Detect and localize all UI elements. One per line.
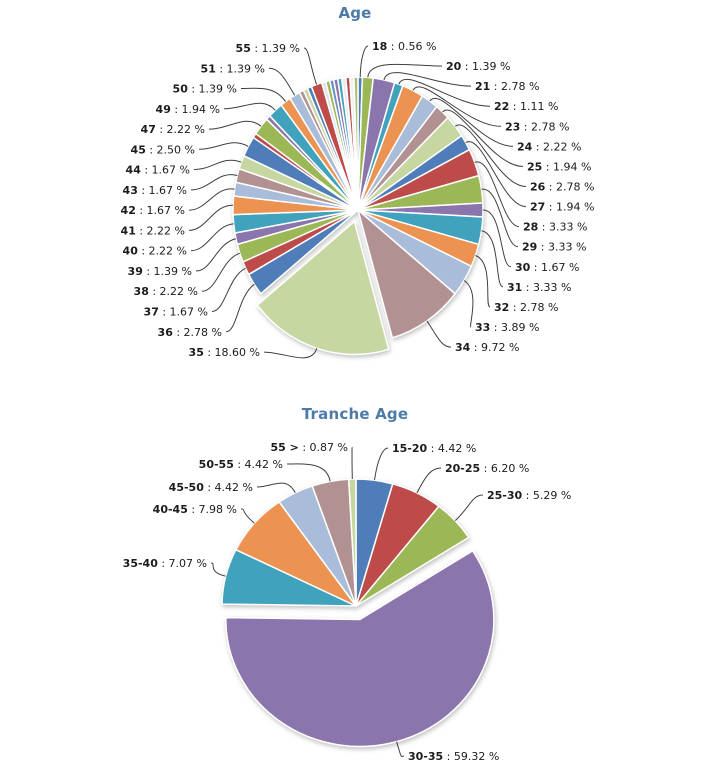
slice-label-40-45: 40-45 : 7.98 % [153,503,237,516]
leader-line-45 [198,142,249,150]
slice-label-45-50: 45-50 : 4.42 % [169,481,253,494]
slice-label-34: 34 : 9.72 % [455,341,519,354]
slice-label-18: 18 : 0.56 % [372,40,436,53]
slice-label-33: 33 : 3.89 % [475,321,539,334]
leader-line-43 [190,174,238,191]
leader-line-32 [475,255,491,308]
leader-line-28 [474,161,520,228]
slice-label-21: 21 : 2.78 % [475,80,539,93]
leader-line-39 [195,238,237,272]
slice-label-31: 31 : 3.33 % [507,281,571,294]
slice-labels-group: 18 : 0.56 % 20 : 1.39 % 21 : 2.78 % 22 : 1.… [121,40,595,359]
pie-slice-small-45[interactable] [353,76,359,211]
leader-lines-group [210,446,484,758]
leader-line-40-45 [240,508,255,524]
slice-label-25: 25 : 1.94 % [527,160,591,173]
tranche-age-chart: Tranche Age 15-20 : 4.42 % 20-25 : 6.20 %… [0,390,710,773]
leader-line-31 [481,230,504,288]
tranche-age-chart-title: Tranche Age [301,405,409,423]
tranche-age-pie-group [221,478,495,748]
slice-label-43: 43 : 1.67 % [123,184,187,197]
leader-line-22 [398,78,491,107]
slice-label-26: 26 : 2.78 % [530,180,594,193]
leader-line-27 [465,141,527,208]
slice-label-49: 49 : 1.94 % [156,103,220,116]
leader-line-20 [367,63,443,78]
age-pie-group [232,76,484,356]
pie-slice-35[interactable] [256,220,390,356]
slice-label-55: 55 : 1.39 % [236,42,300,55]
leader-line-15-20 [374,447,389,481]
slice-label-30: 30 : 1.67 % [515,261,579,274]
slice-label-35: 35 : 18.60 % [189,346,260,359]
slice-label-35-40: 35-40 : 7.07 % [123,557,207,570]
leader-line-20-25 [416,467,442,494]
leader-line-38 [201,252,240,292]
leader-line-33 [463,280,474,328]
leader-line-42 [188,188,235,211]
slice-label-23: 23 : 2.78 % [505,120,569,133]
leader-line-55 [303,47,318,85]
leader-line-25 [442,109,524,167]
leader-line-21 [383,72,472,87]
leader-line-26 [454,124,527,187]
pie-slice-25-30[interactable] [355,505,470,607]
slice-label-45: 45 : 2.50 % [131,143,195,156]
leader-line-35 [263,348,318,359]
slice-label-27: 27 : 1.94 % [530,201,594,214]
slice-label-41: 41 : 2.22 % [121,224,185,237]
slice-label-30-35: 30-35 : 59.32 % [408,750,499,763]
leader-line-25-30 [454,494,484,521]
slice-label-42: 42 : 1.67 % [121,204,185,217]
leader-line-47 [208,120,262,130]
slice-label-51: 51 : 1.39 % [201,62,265,75]
slice-label-20: 20 : 1.39 % [446,60,510,73]
slice-label-24: 24 : 2.22 % [517,140,581,153]
leader-line-34 [426,320,452,348]
slice-label-37: 37 : 1.67 % [144,306,208,319]
slice-label-25-30: 25-30 : 5.29 % [487,489,571,502]
slice-label-40: 40 : 2.22 % [123,245,187,258]
slice-label-44: 44 : 1.67 % [126,164,190,177]
leader-line-35-40 [210,562,226,577]
tranche-age-pie-svg: 15-20 : 4.42 % 20-25 : 6.20 % 25-30 : 5.29… [123,441,572,763]
leader-line-23 [412,86,502,127]
slice-label-20-25: 20-25 : 6.20 % [445,462,529,475]
slice-label-50-55: 50-55 : 4.42 % [199,458,283,471]
leader-line-49 [223,102,276,111]
age-pie-svg: 18 : 0.56 % 20 : 1.39 % 21 : 2.78 % 22 : 1.… [121,40,595,359]
leader-lines-group [188,45,527,359]
age-chart: Age 18 : 0.56 % 20 : 1.39 % 21 : 2.78 % 22 … [121,4,595,359]
leader-line-30 [482,209,512,268]
leader-line-44 [193,159,242,171]
leader-line-45-50 [256,482,296,494]
slice-label-28: 28 : 3.33 % [523,221,587,234]
leader-line-18 [359,45,369,78]
leader-line-51 [268,67,296,96]
age-chart-title: Age [338,4,372,22]
slice-label-47: 47 : 2.22 % [141,123,205,136]
leader-line-40 [190,223,234,252]
leader-line-36 [225,283,255,333]
leader-line-50-55 [286,463,331,482]
pie-slice-55>[interactable] [347,478,357,607]
slice-label-39: 39 : 1.39 % [128,265,192,278]
slice-labels-group: 15-20 : 4.42 % 20-25 : 6.20 % 25-30 : 5.29… [123,441,572,763]
slice-label-29: 29 : 3.33 % [522,241,586,254]
leader-line-24 [429,98,514,147]
leader-line-41 [188,204,234,231]
slice-label-38: 38 : 2.22 % [134,285,198,298]
slice-label-50: 50 : 1.39 % [173,83,237,96]
slice-label-22: 22 : 1.11 % [494,100,558,113]
leader-line-37 [211,267,246,312]
leader-line-30-35 [396,741,405,758]
slice-label-32: 32 : 2.78 % [494,301,558,314]
slice-label-55>: 55 > : 0.87 % [271,441,349,454]
slice-label-36: 36 : 2.78 % [158,326,222,339]
leader-line-29 [481,188,519,248]
slice-label-15-20: 15-20 : 4.42 % [392,442,476,455]
leader-line-50 [240,87,287,102]
pie-slice-34[interactable] [357,209,456,339]
